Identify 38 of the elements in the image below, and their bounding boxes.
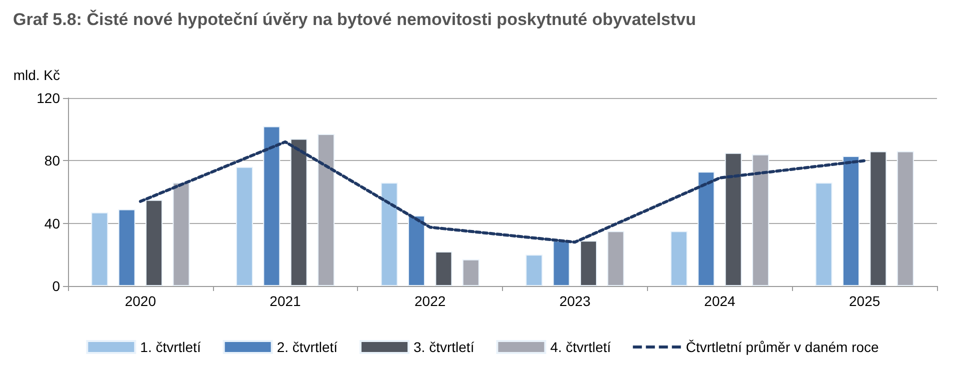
bar	[815, 182, 832, 286]
x-tick-label: 2023	[559, 293, 591, 309]
legend-label: Čtvrtletní průměr v daném roce	[686, 339, 880, 355]
y-axis-title: mld. Kč	[13, 67, 60, 83]
legend-label: 3. čtvrtletí	[414, 339, 474, 355]
y-tick-label: 0	[52, 278, 60, 294]
bar	[118, 209, 136, 286]
bar	[580, 240, 598, 286]
x-tick-label: 2020	[124, 293, 156, 309]
bar	[724, 152, 742, 286]
bar	[146, 200, 163, 286]
bar	[236, 166, 253, 286]
bar	[670, 231, 688, 286]
bar	[290, 138, 308, 286]
bar	[870, 151, 887, 286]
bar	[607, 231, 624, 286]
x-tick-label: 2021	[270, 293, 302, 309]
x-tick-label: 2025	[849, 293, 880, 309]
x-tick-label: 2024	[704, 293, 736, 309]
y-tick-label: 80	[44, 152, 60, 169]
legend-label: 4. čtvrtletí	[550, 339, 611, 355]
bar	[462, 259, 480, 286]
bar	[526, 254, 543, 286]
legend-label: 2. čtvrtletí	[276, 339, 338, 355]
x-tick-label: 2022	[414, 293, 446, 309]
y-tick-label: 40	[44, 215, 60, 232]
bar	[91, 212, 108, 286]
chart-title: Graf 5.8: Čisté nové hypoteční úvěry na bytové nemovitosti poskytnuté obyvatelstvu	[13, 9, 696, 29]
legend-label: 1. čtvrtletí	[140, 339, 201, 355]
bar	[552, 240, 570, 286]
line-series	[138, 140, 866, 244]
bar	[842, 156, 860, 286]
bar	[698, 172, 715, 286]
bar	[263, 126, 280, 286]
bar	[380, 182, 398, 286]
bar	[435, 252, 452, 286]
bar	[408, 216, 425, 286]
y-tick-label: 120	[36, 90, 60, 106]
